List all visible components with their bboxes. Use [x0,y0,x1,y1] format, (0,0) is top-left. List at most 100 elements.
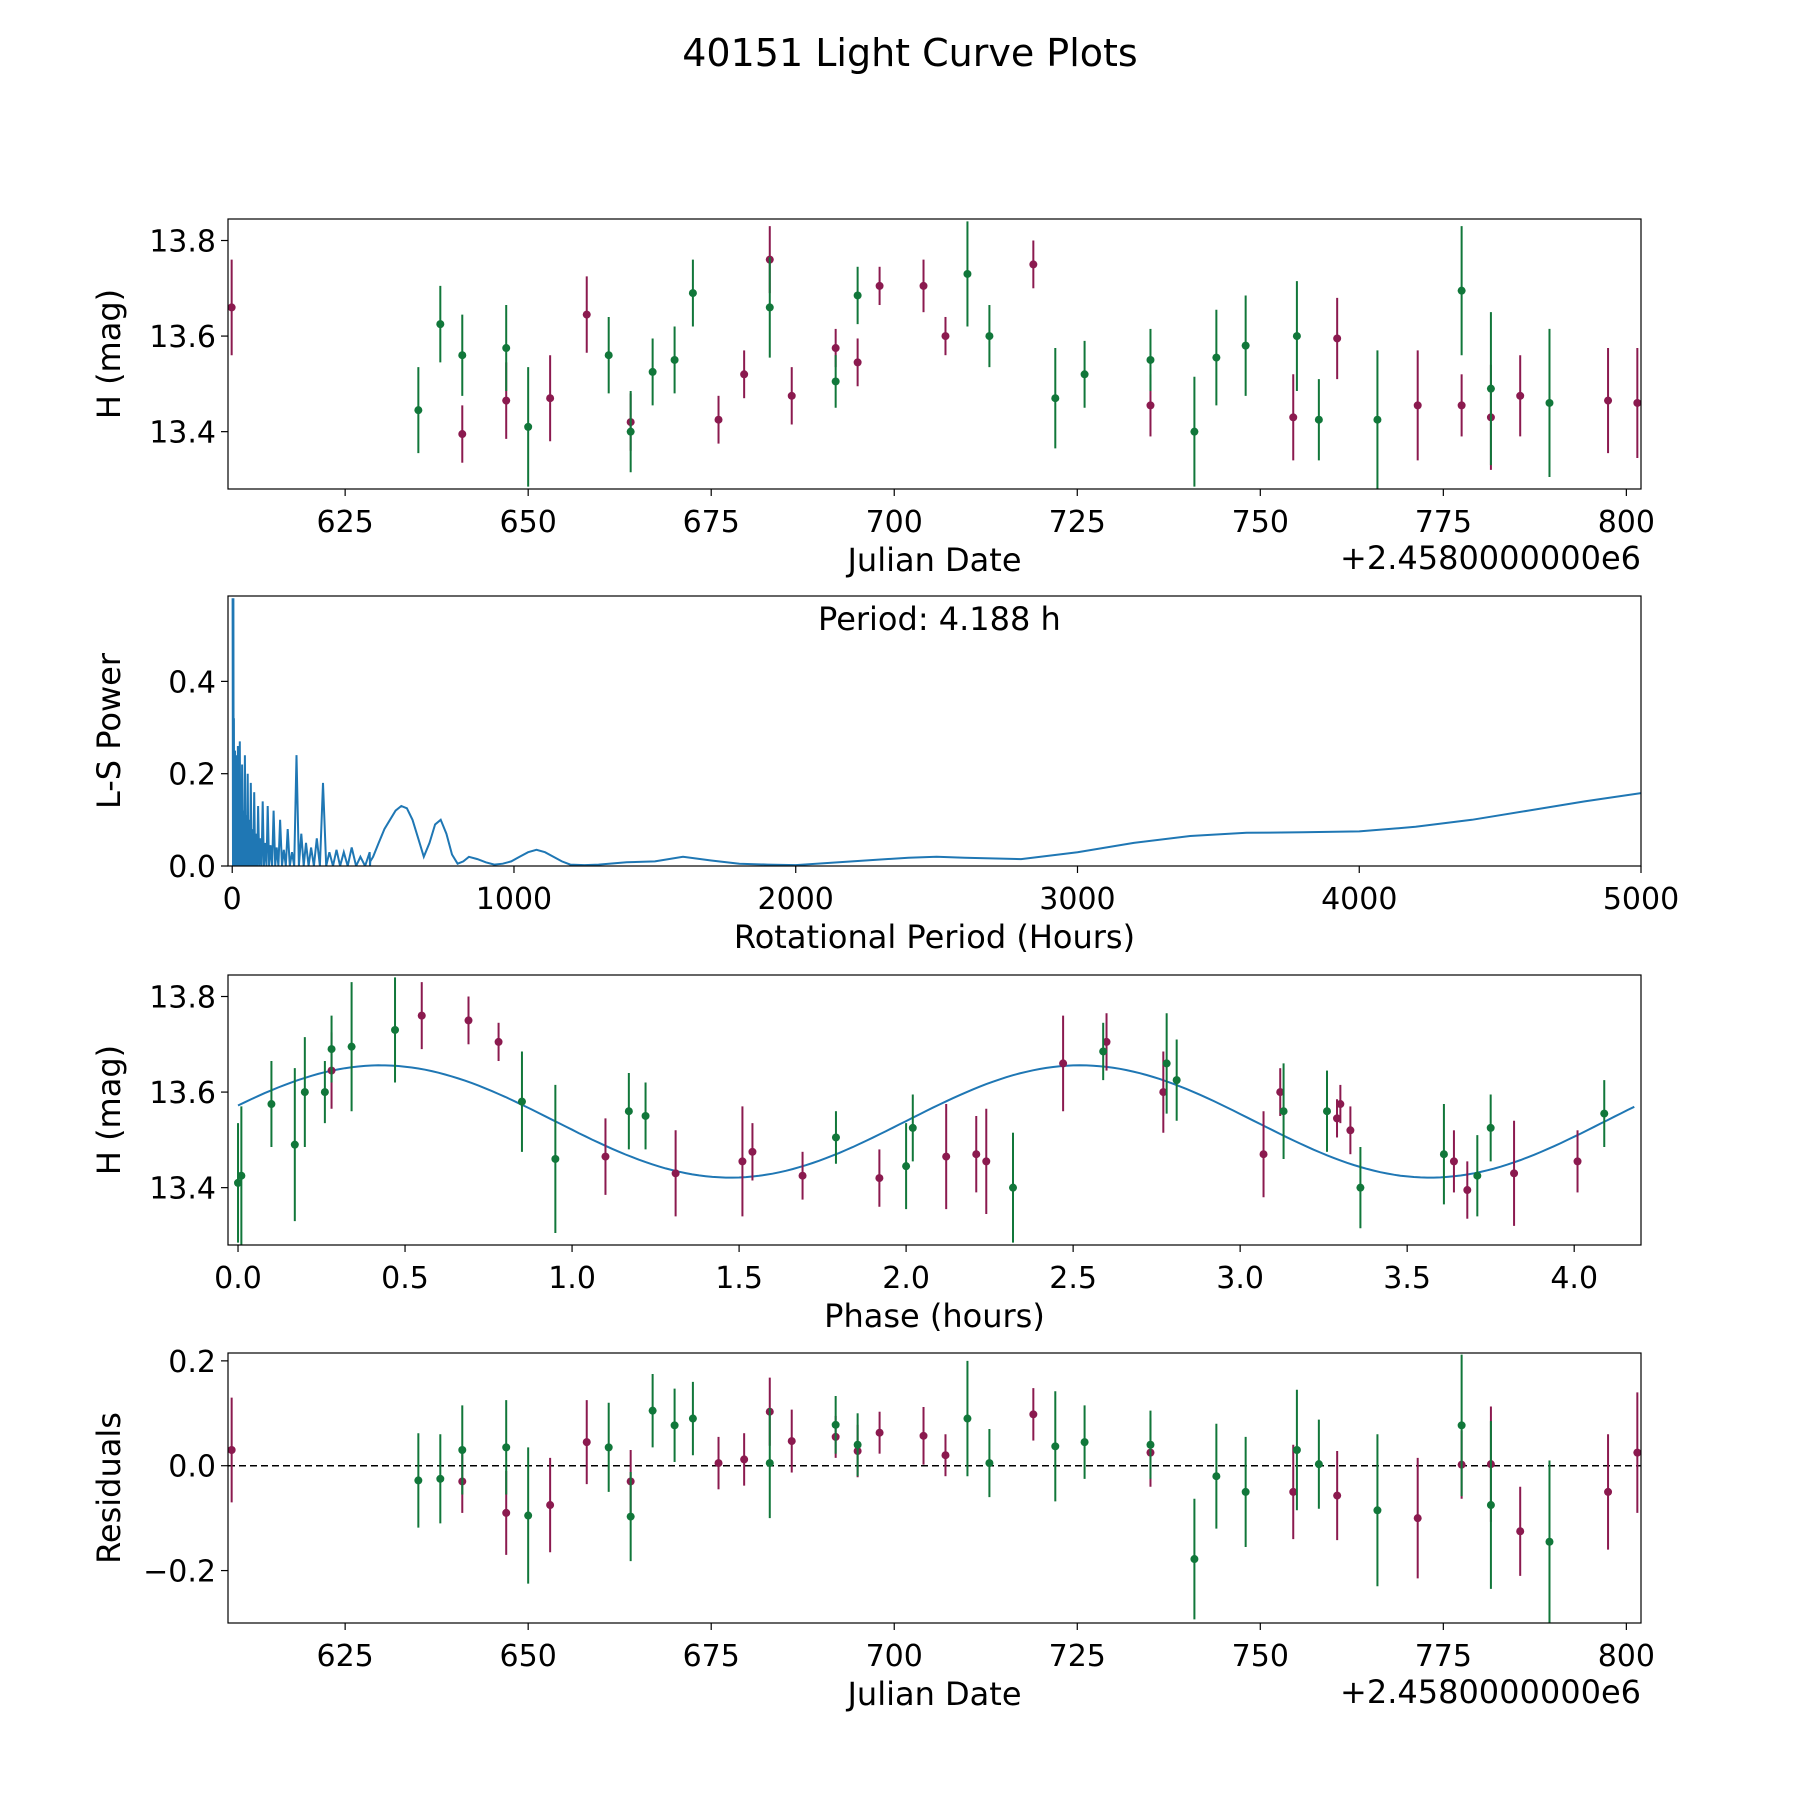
data-point [1029,260,1038,269]
x-tick-label: 1.5 [715,1261,763,1296]
x-tick-label: 2000 [758,882,834,917]
data-point [1102,1037,1111,1046]
periodogram-panel: 0 1000 2000 3000 4000 5000 0.0 0.2 0.4 Rotational… [90,595,1679,956]
x-tick-label: 1.0 [548,1261,596,1296]
data-point [290,1140,299,1149]
y-axis-label: H (mag) [90,289,128,419]
fit-curve [237,1064,1635,1179]
plot-area [231,598,1641,866]
x-tick-label: 675 [683,505,740,540]
data-point [908,1123,917,1132]
data-point [688,289,697,298]
data-point [624,1107,633,1116]
data-point [1333,334,1342,343]
data-point [1633,1448,1641,1457]
data-point [1009,1183,1017,1192]
data-point [941,332,950,341]
data-point [1314,1460,1323,1469]
data-point [1080,370,1089,379]
x-tick-label: 700 [866,1639,923,1674]
x-tick-label: 3.0 [1216,1261,1264,1296]
data-point [670,1421,679,1430]
data-point [1051,394,1060,403]
data-point [1172,1076,1181,1085]
data-point [985,332,994,341]
data-point [1146,1440,1155,1449]
data-point [1346,1126,1355,1135]
data-point [1439,1150,1448,1159]
data-point [648,1406,657,1415]
data-point [494,1037,503,1046]
data-point [831,1133,840,1142]
data-point [1333,1114,1342,1123]
data-point [1463,1186,1472,1195]
data-point [1276,1088,1285,1097]
data-point [831,377,840,386]
data-point [748,1147,757,1156]
data-point [347,1042,356,1051]
data-point [831,344,840,353]
x-tick-label: 650 [500,505,557,540]
x-tick-label: 625 [317,1639,374,1674]
series-maroon [327,982,1582,1226]
data-point [436,1474,445,1483]
data-point [1080,1438,1089,1447]
data-point [1356,1183,1365,1192]
y-axis-label: H (mag) [90,1045,128,1175]
data-point [391,1025,400,1034]
data-point [740,1455,749,1464]
y-tick-label: 0.0 [168,1450,216,1485]
data-point [787,391,796,400]
data-point [902,1162,911,1171]
data-point [458,430,467,439]
data-point [1292,1445,1301,1454]
data-point [1051,1442,1060,1451]
series-green [414,221,1554,489]
x-tick-label: 4.0 [1550,1261,1598,1296]
period-annotation: Period: 4.188 h [818,600,1061,638]
data-point [853,358,862,367]
series-green [234,977,1609,1245]
axes-frame [227,595,1642,867]
data-point [1633,398,1641,407]
data-point [765,303,774,312]
data-point [300,1088,309,1097]
series-green [414,1354,1554,1623]
data-point [1159,1088,1168,1097]
data-point [1413,401,1422,410]
data-point [417,1011,426,1020]
x-tick-label: 0.5 [381,1261,429,1296]
data-point [1413,1514,1422,1523]
data-point [626,1512,635,1521]
data-point [919,281,928,290]
y-tick-label: 13.8 [149,225,216,260]
data-point [1212,353,1221,362]
data-point [517,1097,526,1106]
data-point [1029,1410,1038,1419]
x-tick-label: 725 [1049,1639,1106,1674]
x-tick-label: 700 [866,505,923,540]
data-point [267,1100,276,1109]
data-point [502,396,511,405]
data-point [601,1152,610,1161]
data-point [582,1438,591,1447]
data-point [1604,1487,1613,1496]
data-point [228,303,236,312]
data-point [1279,1107,1288,1116]
data-point [436,320,445,329]
data-point [604,1443,613,1452]
x-tick-label: 1000 [476,882,552,917]
data-point [1486,1501,1495,1510]
data-point [1545,398,1554,407]
data-point [1314,415,1323,424]
data-point [1323,1107,1331,1116]
data-point [963,1414,972,1423]
data-point [1292,332,1301,341]
plot-area [228,221,1641,489]
data-point [502,1443,511,1452]
x-offset-label: +2.4580000000e6 [1340,1673,1641,1711]
axes-frame [227,218,1642,490]
data-point [641,1111,650,1120]
data-point [1373,1506,1382,1515]
